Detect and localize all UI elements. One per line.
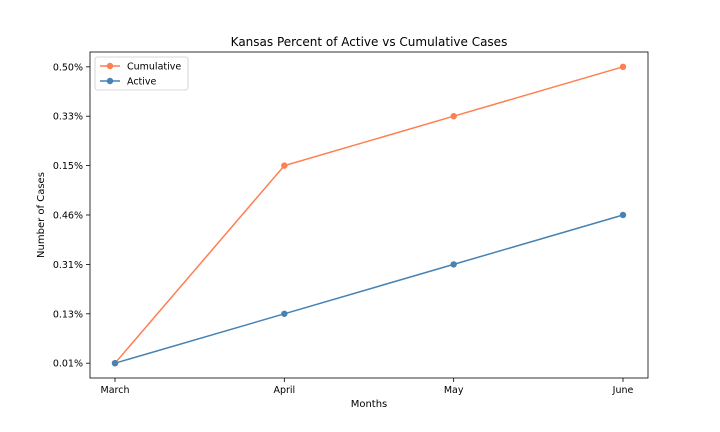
legend: Cumulative Active	[94, 56, 189, 91]
y-axis-label: Number of Cases	[36, 172, 47, 258]
y-tick-label: 0.50%	[53, 62, 83, 73]
x-tick-label: March	[101, 385, 130, 396]
y-tick-label: 0.31%	[53, 260, 83, 271]
chart-title: Kansas Percent of Active vs Cumulative C…	[231, 35, 508, 49]
y-tick-label: 0.13%	[53, 309, 83, 320]
data-point-active	[450, 261, 457, 268]
x-tick-label: May	[444, 385, 464, 396]
data-point-active	[281, 310, 288, 317]
data-point-active	[619, 211, 627, 219]
x-tick-label: April	[273, 385, 295, 396]
legend-marker-active	[106, 77, 114, 85]
data-point-cumulative	[450, 113, 457, 120]
data-point-active	[111, 359, 119, 367]
legend-label-active: Active	[127, 77, 157, 88]
series-line-cumulative	[114, 66, 624, 364]
y-tick-label: 0.33%	[53, 112, 83, 123]
y-tick-label: 0.46%	[53, 211, 83, 222]
x-tick-label: June	[612, 385, 634, 396]
y-tick-label: 0.15%	[53, 161, 83, 172]
series-line-active	[114, 214, 624, 364]
y-tick-label: 0.01%	[53, 359, 83, 370]
data-point-cumulative	[619, 63, 627, 71]
legend-marker-cumulative	[106, 62, 114, 70]
data-point-cumulative	[281, 162, 288, 169]
x-axis-label: Months	[351, 399, 388, 410]
plot-frame	[89, 51, 649, 379]
legend-label-cumulative: Cumulative	[127, 62, 181, 73]
